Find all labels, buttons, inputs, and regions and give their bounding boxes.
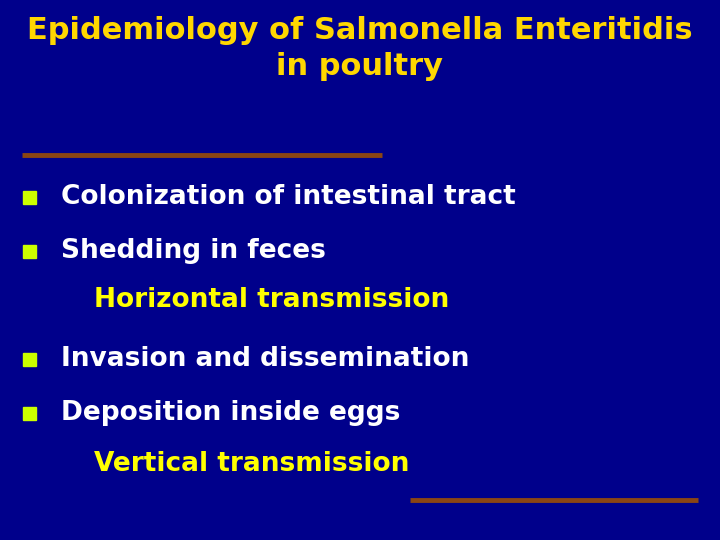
Bar	[23, 245, 36, 258]
Text: Colonization of intestinal tract: Colonization of intestinal tract	[61, 184, 516, 210]
Bar	[23, 353, 36, 366]
Text: Vertical transmission: Vertical transmission	[94, 451, 409, 477]
Bar	[23, 407, 36, 420]
Text: Horizontal transmission: Horizontal transmission	[94, 287, 449, 313]
Bar	[23, 191, 36, 204]
Text: Shedding in feces: Shedding in feces	[61, 238, 326, 264]
Text: Epidemiology of Salmonella Enteritidis
in poultry: Epidemiology of Salmonella Enteritidis i…	[27, 16, 693, 81]
Text: Deposition inside eggs: Deposition inside eggs	[61, 400, 400, 426]
Text: Invasion and dissemination: Invasion and dissemination	[61, 346, 469, 372]
